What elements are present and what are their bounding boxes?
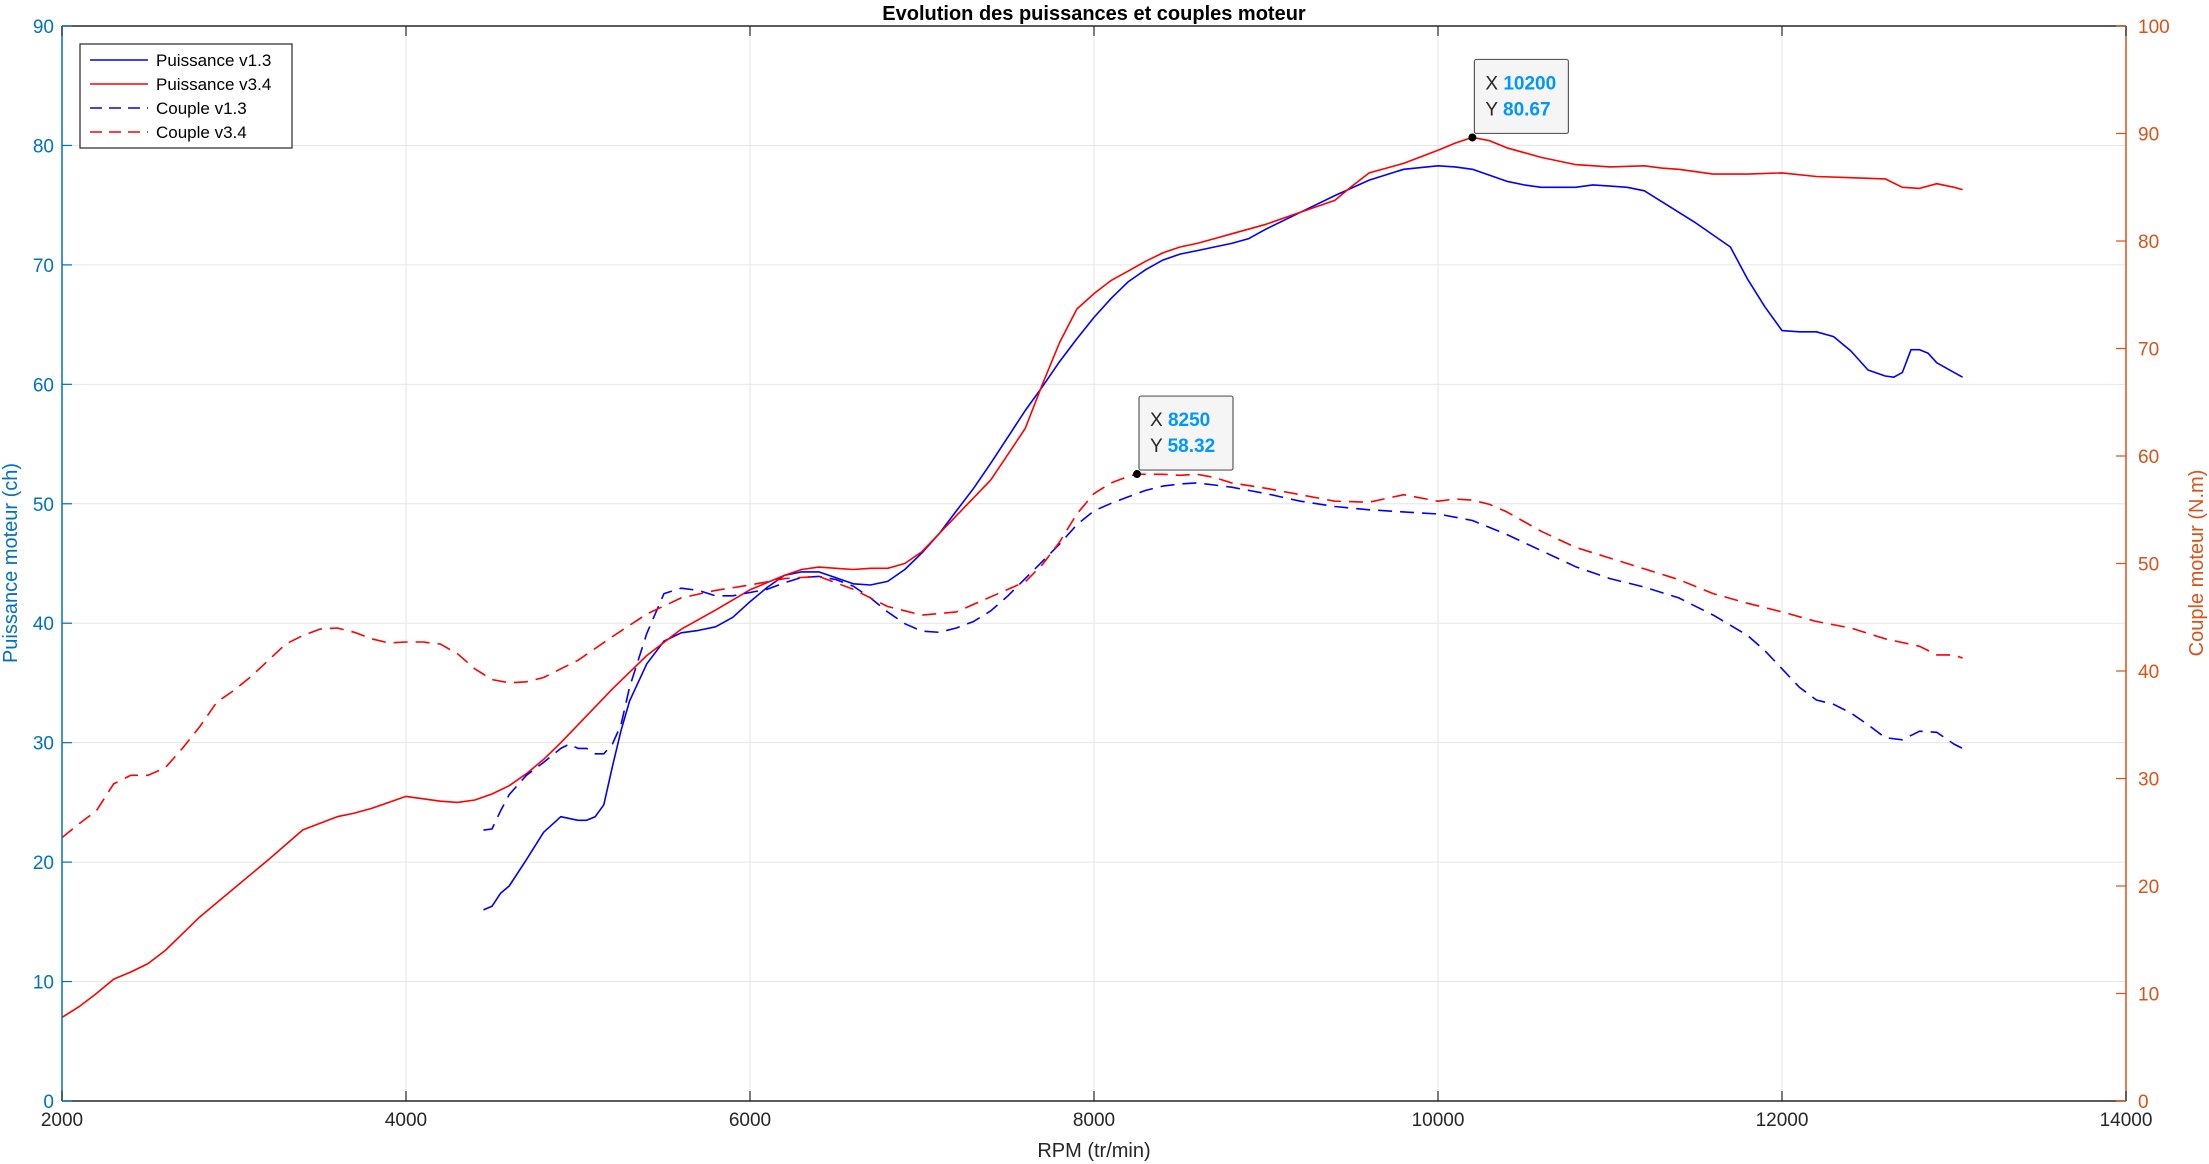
y-tick-label-right: 10 xyxy=(2138,985,2159,1006)
datatip-y-label: Y xyxy=(1485,99,1503,120)
datatip-y-row-1: Y 80.67 xyxy=(1485,99,1550,120)
legend-label-1: Puissance v1.3 xyxy=(156,51,271,70)
y-axis-label-left: Puissance moteur (ch) xyxy=(0,463,22,663)
y-tick-label-right: 100 xyxy=(2138,17,2170,38)
legend: Puissance v1.3 Puissance v3.4 Couple v1.3 C… xyxy=(79,43,293,149)
y-tick-label-right: 40 xyxy=(2138,662,2159,683)
y-tick-label-left: 90 xyxy=(33,17,54,38)
y-tick-label-right: 30 xyxy=(2138,770,2159,791)
datatip-box-2[interactable] xyxy=(1138,395,1234,471)
y-tick-label-left: 0 xyxy=(43,1092,54,1113)
series-line-2 xyxy=(61,136,1963,1019)
y-axis-label-right: Couple moteur (N.m) xyxy=(2186,470,2208,657)
x-tick-label: 8000 xyxy=(1073,1110,1115,1131)
legend-label-4: Couple v3.4 xyxy=(156,123,247,142)
legend-box xyxy=(79,43,293,149)
datatip-y-value: 58.32 xyxy=(1168,436,1216,457)
datatip-x-row-1: X 10200 xyxy=(1485,73,1556,94)
x-tick-label: 2000 xyxy=(41,1110,83,1131)
y-tick-label-left: 50 xyxy=(33,495,54,516)
y-tick-label-right: 60 xyxy=(2138,447,2159,468)
datatip-y-value: 80.67 xyxy=(1503,99,1551,120)
axes-group: 2000 4000 6000 8000 10000 12000 14000010203040… xyxy=(33,17,2170,1131)
datatip-x-label: X xyxy=(1485,73,1503,94)
y-tick-label-right: 50 xyxy=(2138,555,2159,576)
datatip-x-value: 10200 xyxy=(1503,73,1556,94)
legend-label-2: Puissance v3.4 xyxy=(156,75,271,94)
series-line-1 xyxy=(483,165,1963,911)
y-tick-label-left: 10 xyxy=(33,973,54,994)
datatip-y-label: Y xyxy=(1150,436,1168,457)
y-tick-label-left: 70 xyxy=(33,256,54,277)
x-axis-label: RPM (tr/min) xyxy=(1037,1140,1150,1162)
datatip-x-value: 8250 xyxy=(1168,410,1210,431)
y-tick-label-left: 30 xyxy=(33,734,54,755)
x-tick-label: 4000 xyxy=(385,1110,427,1131)
x-tick-label: 12000 xyxy=(1756,1110,1809,1131)
series-group xyxy=(61,136,1963,1019)
datatip-x-label: X xyxy=(1150,410,1168,431)
x-tick-label: 10000 xyxy=(1412,1110,1465,1131)
y-tick-label-right: 20 xyxy=(2138,877,2159,898)
x-tick-label: 14000 xyxy=(2100,1110,2153,1131)
y-tick-label-left: 40 xyxy=(33,614,54,635)
y-tick-label-right: 0 xyxy=(2138,1092,2149,1113)
datatip-x-row-2: X 8250 xyxy=(1150,410,1210,431)
y-tick-label-right: 70 xyxy=(2138,340,2159,361)
datatip-box-1[interactable] xyxy=(1473,58,1570,135)
x-tick-label: 6000 xyxy=(729,1110,771,1131)
series-line-3 xyxy=(483,482,1963,831)
y-tick-label-left: 60 xyxy=(33,375,54,396)
series-line-4 xyxy=(61,473,1963,839)
y-tick-label-right: 80 xyxy=(2138,232,2159,253)
legend-label-3: Couple v1.3 xyxy=(156,99,247,118)
y-tick-label-left: 80 xyxy=(33,136,54,157)
y-tick-label-right: 90 xyxy=(2138,125,2159,146)
y-tick-label-left: 20 xyxy=(33,853,54,874)
datatip-marker-1[interactable] xyxy=(1468,133,1477,142)
datatip-marker-2[interactable] xyxy=(1133,470,1141,479)
chart-title: Evolution des puissances et couples mote… xyxy=(882,3,1306,25)
datatip-y-row-2: Y 58.32 xyxy=(1150,436,1215,457)
